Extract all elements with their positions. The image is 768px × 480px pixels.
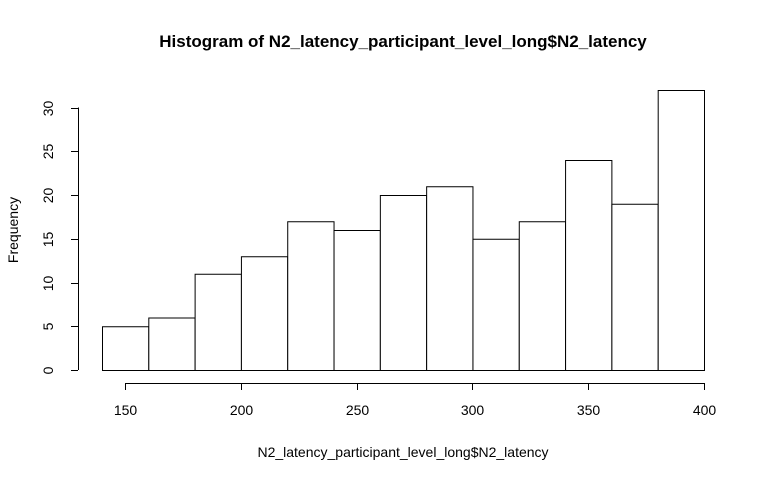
x-tick-label: 300 <box>461 402 485 418</box>
y-tick-label: 30 <box>40 101 56 117</box>
histogram-bar <box>565 160 613 371</box>
histogram-bar <box>611 203 659 371</box>
x-tick-label: 400 <box>693 402 717 418</box>
histogram-bar <box>426 186 474 371</box>
histogram-bar <box>518 221 567 371</box>
x-tick-label: 150 <box>114 402 138 418</box>
x-tick-label: 200 <box>230 402 254 418</box>
histogram-bar <box>287 221 335 371</box>
y-tick-label: 25 <box>40 144 56 160</box>
histogram-bar <box>194 273 242 371</box>
y-tick-label: 20 <box>40 188 56 204</box>
y-tick-label: 15 <box>40 232 56 248</box>
y-tick-label: 5 <box>40 322 56 330</box>
histogram-bar <box>102 326 150 371</box>
histogram-bar <box>472 238 520 371</box>
histogram-bar <box>379 195 428 371</box>
histogram-bar <box>657 90 706 371</box>
y-axis-label: Frequency <box>5 197 21 263</box>
histogram-bar <box>240 256 289 371</box>
y-axis: 0 5 10 15 20 25 30 <box>40 101 79 374</box>
y-tick-label: 10 <box>40 276 56 292</box>
histogram-bar <box>333 230 381 371</box>
chart-title: Histogram of N2_latency_participant_leve… <box>159 32 647 51</box>
bars-group <box>102 90 706 371</box>
x-axis-label: N2_latency_participant_level_long$N2_lat… <box>257 444 548 460</box>
x-tick-label: 250 <box>346 402 370 418</box>
x-axis: 150 200 250 300 350 400 <box>114 383 717 418</box>
x-tick-label: 350 <box>577 402 601 418</box>
y-tick-label: 0 <box>40 366 56 374</box>
histogram-bar <box>148 317 196 371</box>
